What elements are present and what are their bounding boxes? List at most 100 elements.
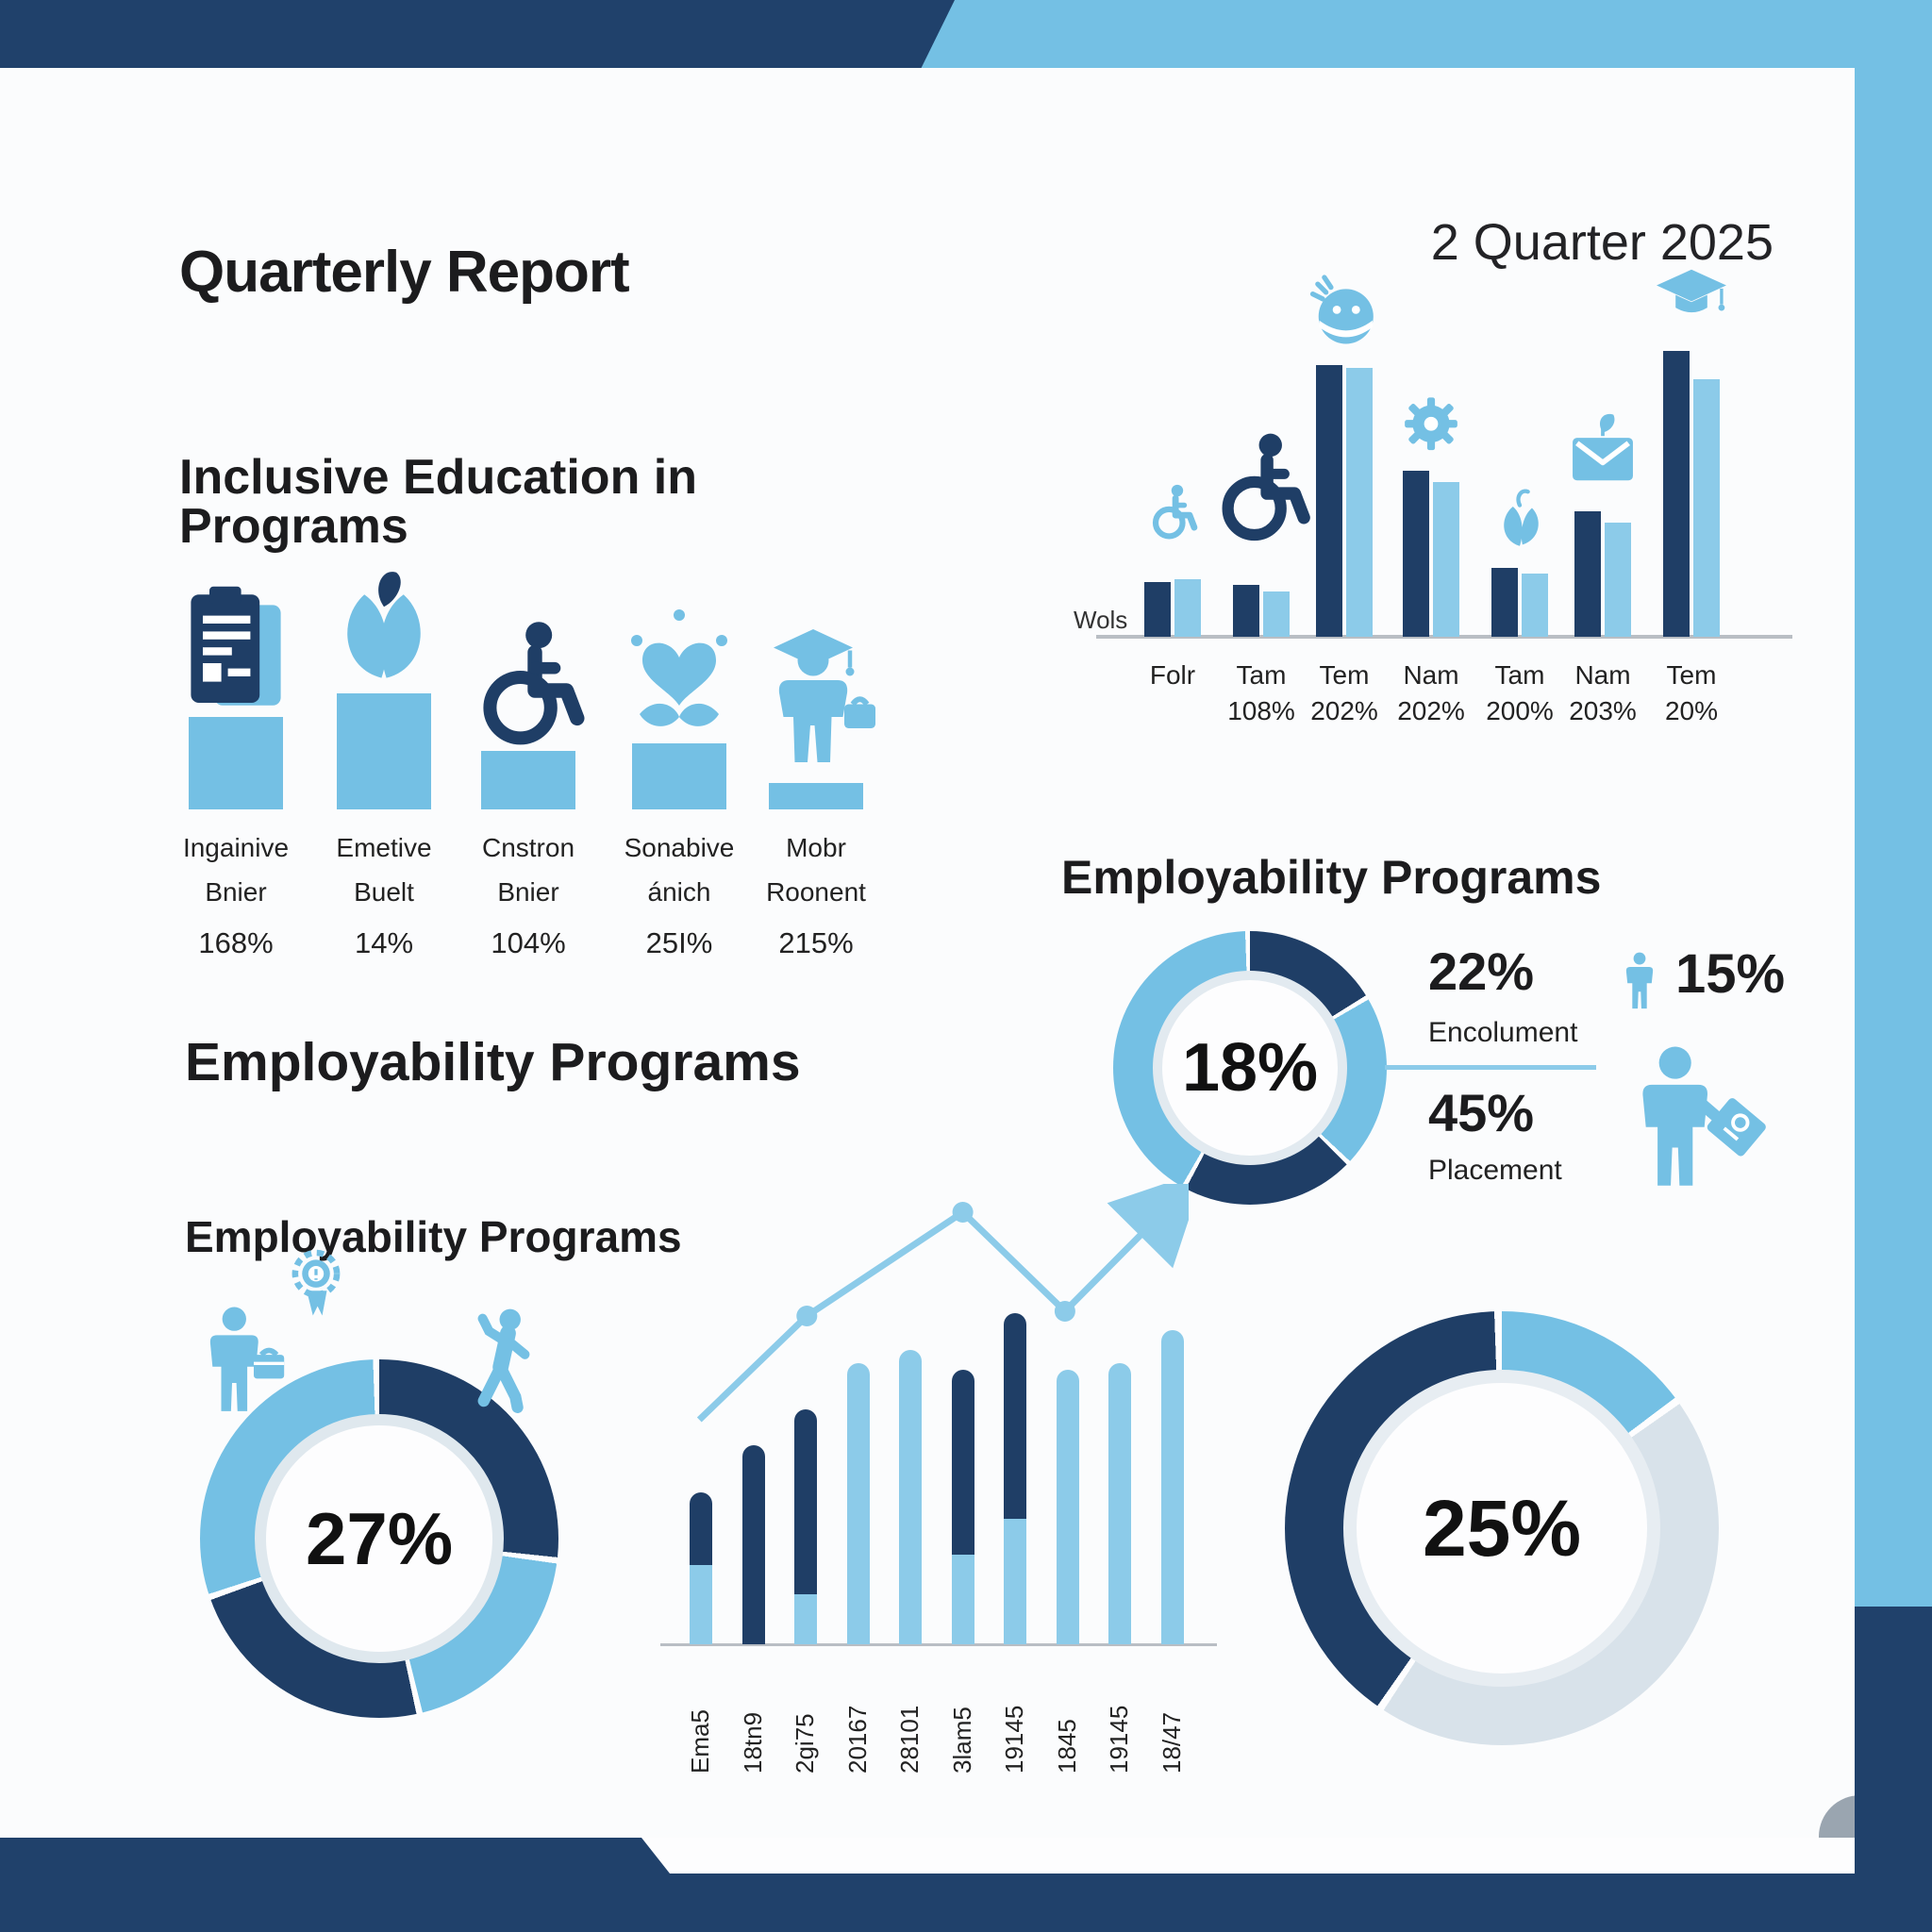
category-label: 3lam5: [947, 1707, 976, 1774]
quarter-label: 2 Quarter 2025: [1430, 214, 1774, 271]
bar-dark: [1491, 568, 1518, 637]
category-label: Tam: [1236, 660, 1287, 690]
bar-light: [1346, 368, 1373, 637]
award-badge-icon: [277, 1232, 355, 1334]
stacked-bar: [690, 1491, 712, 1644]
bar-segment-dark: [1004, 1313, 1026, 1519]
graduate-icon: [745, 608, 887, 787]
wheelchair-icon: [462, 613, 594, 755]
person-icon: [1609, 926, 1670, 1038]
bar-segment-dark: [951, 1369, 974, 1556]
trend-point: [796, 1306, 818, 1326]
donut-center-value: 25%: [1422, 1483, 1582, 1573]
inclusive-item: Sonabive ánich 25I%: [608, 557, 750, 972]
right-border-strip: [1855, 0, 1932, 1607]
category-label: 1845: [1052, 1719, 1081, 1774]
inclusive-education-icon-row: Ingainive Bnier 168% Emetive Buelt 14% Cnstr…: [165, 557, 910, 972]
person-certificate-icon: [1602, 1045, 1795, 1191]
enrollment-pct: 22%: [1428, 941, 1535, 1001]
stacked-bar: [1108, 1362, 1131, 1644]
bar-dark: [1403, 471, 1429, 637]
grouped-bar-chart: Wols Folr Tam 108% Tem 202% Nam 202% Tam 200…: [1074, 269, 1792, 725]
category-label: Tem: [1319, 660, 1370, 690]
item-label: Sonabive: [624, 833, 735, 862]
donut-center-value: 18%: [1181, 1030, 1319, 1106]
bar-light: [1522, 574, 1548, 637]
category-percentage: 203%: [1569, 696, 1637, 725]
enrollment-label: Encolument: [1428, 1017, 1578, 1048]
inclusive-item: Mobr Roonent 215%: [745, 557, 887, 972]
bar-segment-light: [690, 1564, 712, 1644]
category-percentage: 108%: [1227, 696, 1295, 725]
bottom-border-step: [641, 1838, 1855, 1874]
bar-segment-dark: [690, 1491, 712, 1565]
grad-cap-icon: [1645, 258, 1738, 338]
category-label: 2gi75: [791, 1713, 819, 1774]
bar-segment-dark: [741, 1445, 765, 1644]
pedestal-bar: [337, 693, 431, 809]
category-label: Folr: [1149, 660, 1196, 690]
item-label: Mobr: [786, 833, 846, 862]
trend-point: [952, 1202, 974, 1223]
employability-heading-right: Employability Programs: [1061, 851, 1602, 904]
bar-dark: [1144, 582, 1171, 637]
stacked-bar: [1056, 1369, 1079, 1644]
employability-heading-small: Employability Programs: [185, 1212, 682, 1261]
envelope-icon: [1558, 409, 1647, 498]
stacked-bar: [1160, 1329, 1184, 1644]
item-label: ánich: [647, 877, 711, 907]
inclusive-item: Ingainive Bnier 168%: [165, 557, 307, 972]
item-percentage: 215%: [778, 926, 854, 959]
category-label: Tem: [1666, 660, 1717, 690]
top-border-band-navy: [0, 0, 955, 68]
plant-icon: [323, 556, 445, 697]
employability-heading-large: Employability Programs: [185, 1032, 801, 1092]
category-label: 28101: [895, 1705, 924, 1774]
bar-segment-light: [899, 1349, 922, 1644]
face-icon: [1303, 271, 1386, 354]
wheelchair-small-icon: [1143, 483, 1202, 541]
gear-icon: [1392, 382, 1470, 459]
item-label: Bnier: [205, 877, 267, 907]
item-percentage: 104%: [491, 926, 566, 959]
inclusive-item: Emetive Buelt 14%: [313, 557, 455, 972]
walking-person-icon: [451, 1302, 557, 1420]
section-subtitle: Inclusive Education in Programs: [179, 450, 697, 554]
stacked-bar: [899, 1349, 922, 1644]
bar-segment-light: [951, 1555, 974, 1644]
bar-segment-light: [1056, 1369, 1079, 1644]
page-title: Quarterly Report: [179, 240, 630, 305]
bar-light: [1433, 482, 1459, 637]
trend-point: [1054, 1301, 1075, 1322]
category-label: 19145: [1105, 1705, 1133, 1774]
placement-pct: 45%: [1428, 1083, 1535, 1142]
trend-line-overlay: [696, 1184, 1189, 1423]
item-label: Roonent: [766, 877, 866, 907]
donut-center-value: 27%: [305, 1496, 454, 1580]
bar-dark: [1663, 351, 1690, 637]
bar-light: [1693, 379, 1720, 637]
stats-connector-line: [1385, 1065, 1596, 1070]
pedestal-bar: [481, 751, 575, 809]
bar-light: [1605, 522, 1631, 637]
plant-heart-icon: [608, 596, 750, 747]
clipboard-icon: [170, 579, 302, 721]
stacked-bar: [846, 1362, 870, 1644]
inclusive-item: Cnstron Bnier 104%: [458, 557, 599, 972]
item-label: Emetive: [336, 833, 432, 862]
bar-segment-light: [1004, 1518, 1026, 1644]
bar-segment-light: [1108, 1362, 1131, 1644]
x-axis-line: [660, 1643, 1217, 1646]
bar-segment-light: [794, 1594, 817, 1644]
item-label: Buelt: [354, 877, 414, 907]
leaf-icon: [1486, 481, 1554, 557]
trend-line: [696, 1184, 1189, 1423]
bar-dark: [1233, 585, 1259, 637]
bar-dark: [1316, 365, 1342, 637]
item-percentage: 25I%: [645, 926, 713, 959]
category-label: Tam: [1494, 660, 1545, 690]
stacked-bar: [1004, 1313, 1026, 1644]
category-label: 20167: [842, 1705, 872, 1774]
category-label: 19145: [1000, 1705, 1028, 1774]
stacked-bar: [794, 1408, 817, 1644]
